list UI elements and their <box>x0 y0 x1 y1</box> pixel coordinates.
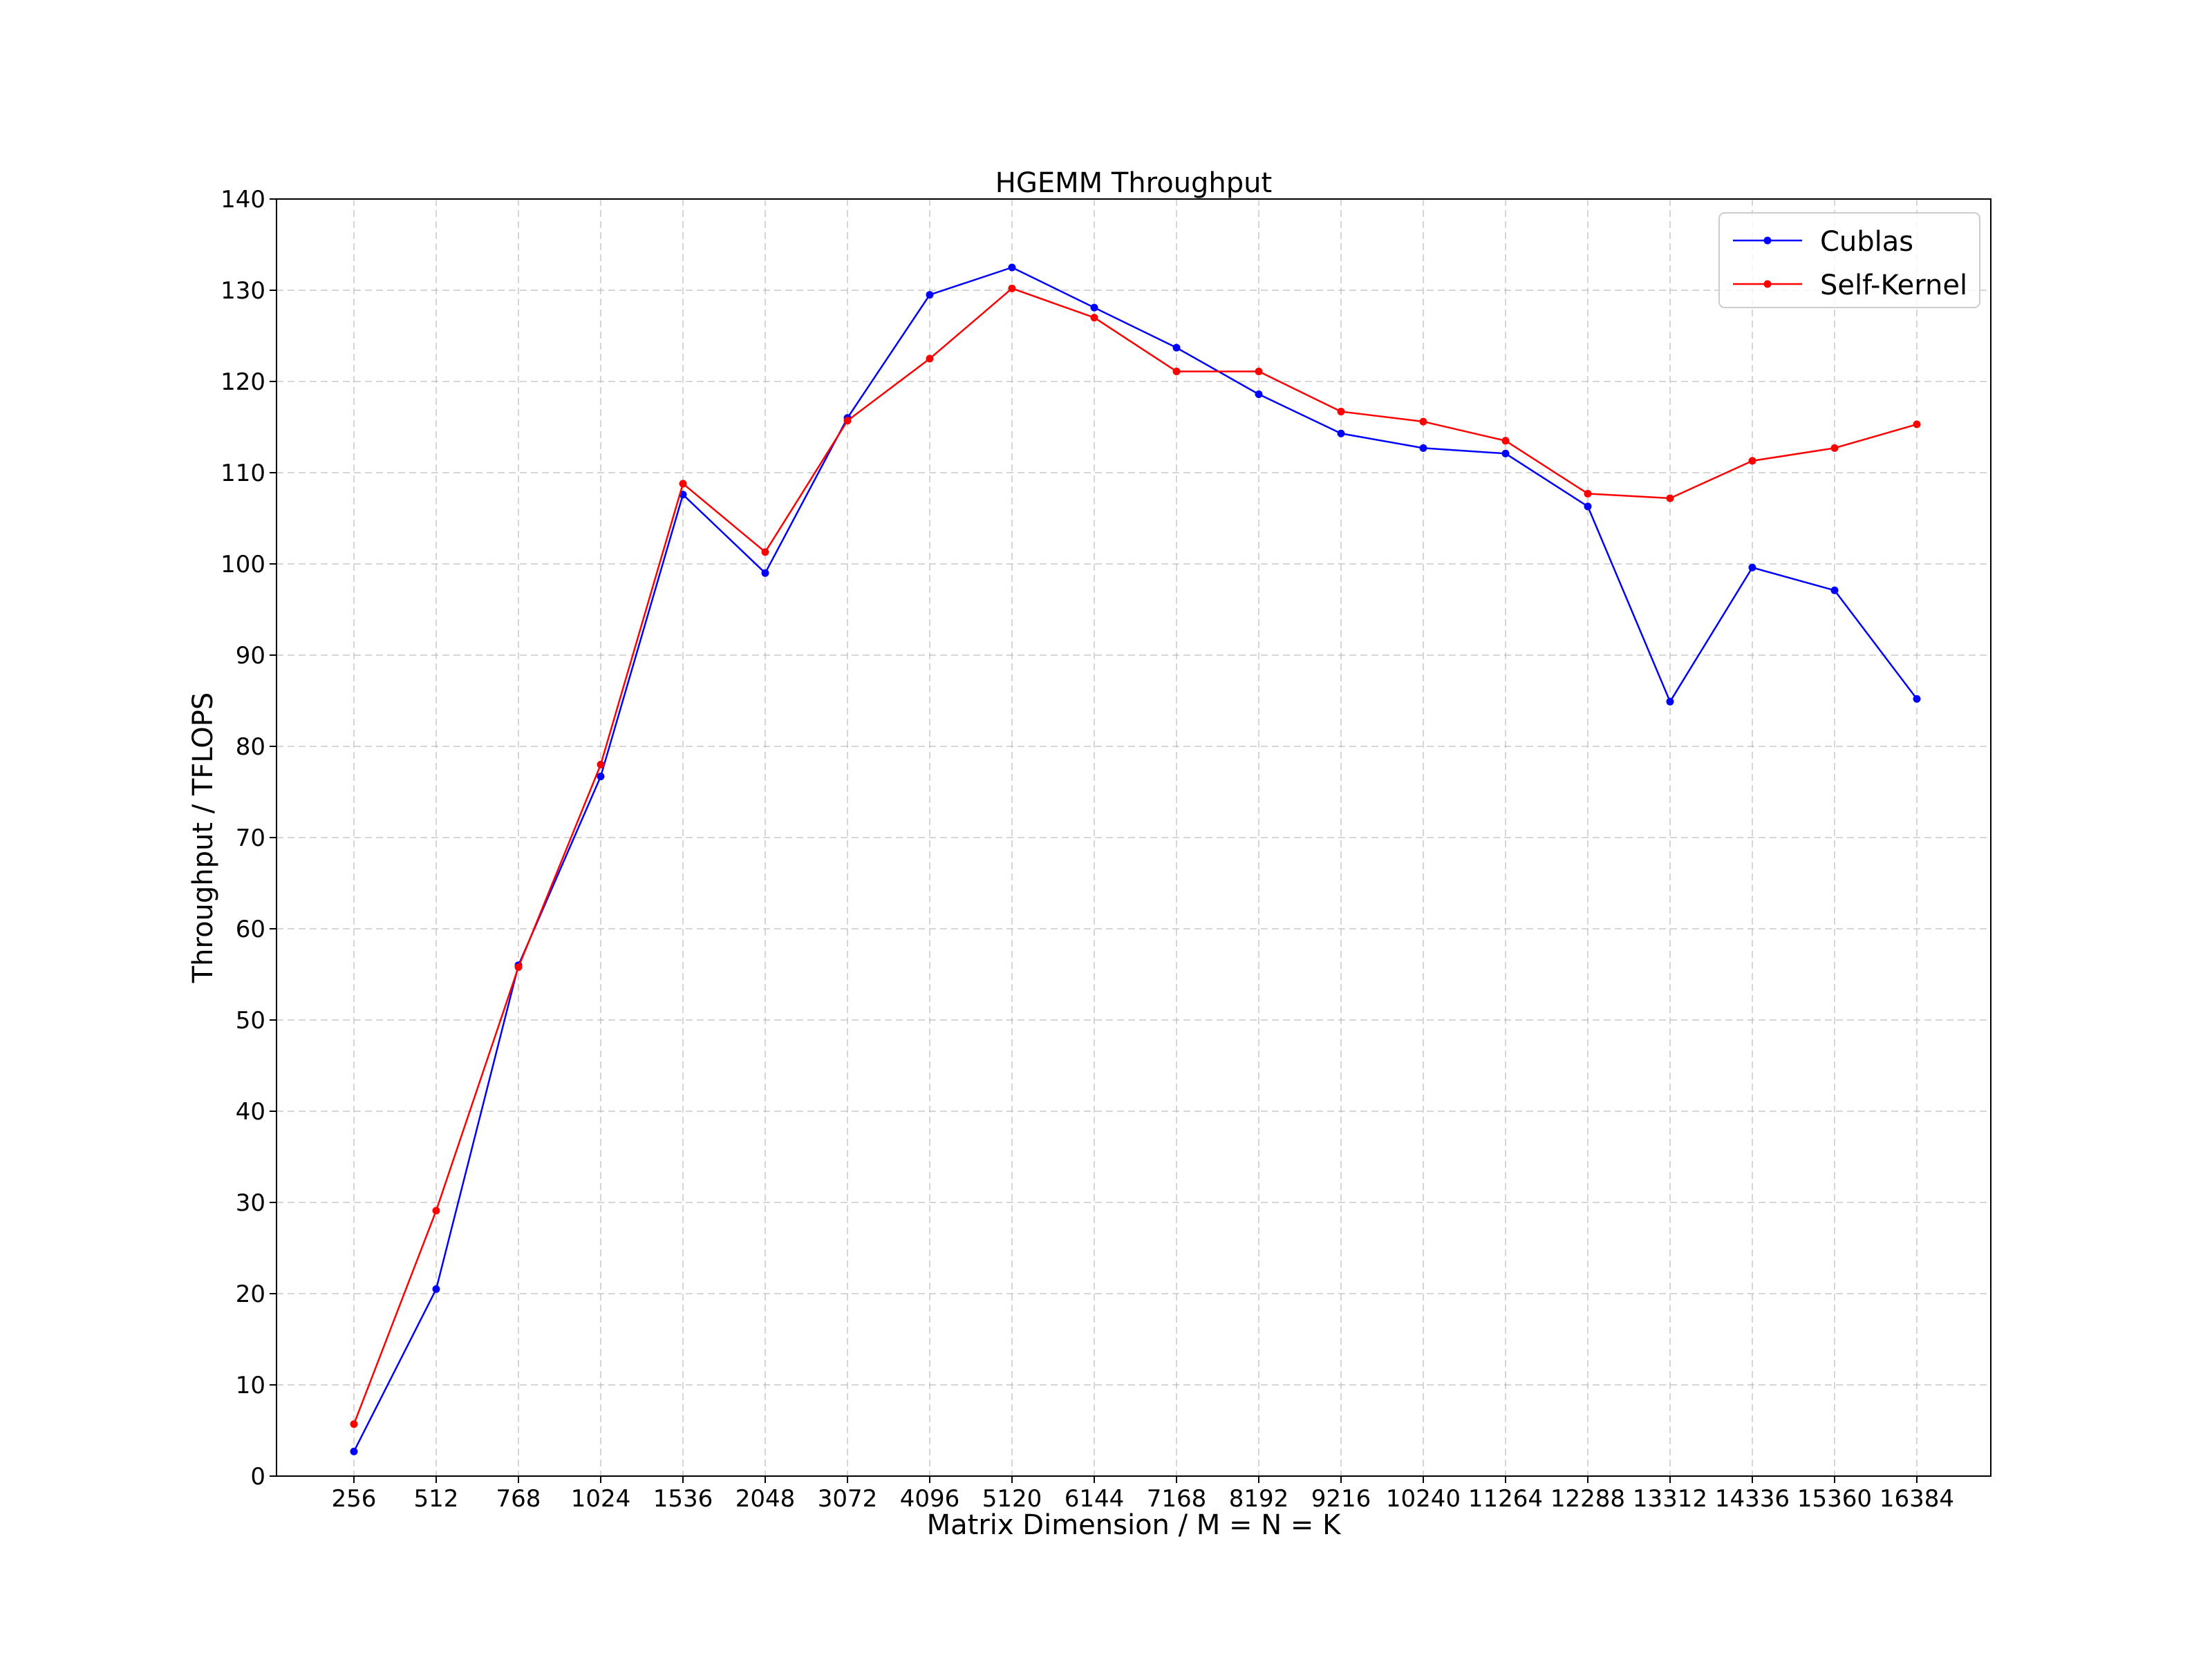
x-tick-label: 12288 <box>1550 1485 1625 1513</box>
y-axis-label: Throughput / TFLOPS <box>187 692 219 984</box>
series-line-self-kernel <box>353 287 1918 1425</box>
x-tick-label: 16384 <box>1880 1485 1954 1513</box>
x-tick-label: 14336 <box>1715 1485 1790 1513</box>
data-point-cublas <box>1501 449 1510 457</box>
x-tick-label: 8192 <box>1229 1485 1289 1513</box>
x-tick-label: 1024 <box>571 1485 631 1513</box>
data-point-cublas <box>1748 563 1756 572</box>
data-point-self-kernel <box>1830 444 1839 452</box>
data-point-self-kernel <box>1255 367 1263 375</box>
data-point-cublas <box>1913 695 1921 703</box>
y-tick-label: 100 <box>221 551 265 578</box>
y-tick-label: 60 <box>236 916 265 943</box>
x-tick-label: 1536 <box>653 1485 713 1513</box>
y-tick-label: 140 <box>221 186 265 214</box>
data-point-cublas <box>1419 444 1427 452</box>
series-line-cublas <box>353 266 1918 1452</box>
y-tick-label: 40 <box>236 1098 265 1126</box>
series-self-kernel <box>350 284 1921 1428</box>
legend: Cublas Self-Kernel <box>1718 212 1980 308</box>
legend-label-cublas: Cublas <box>1820 226 1913 258</box>
chart-title: HGEMM Throughput <box>995 167 1272 199</box>
data-point-cublas <box>1172 343 1181 352</box>
data-point-self-kernel <box>679 480 687 488</box>
data-point-self-kernel <box>1913 420 1921 428</box>
x-tick-label: 4096 <box>900 1485 960 1513</box>
data-point-self-kernel <box>1584 489 1592 498</box>
data-point-self-kernel <box>514 963 523 971</box>
y-tick-label: 80 <box>236 733 265 761</box>
legend-items: Cublas Self-Kernel <box>1733 226 1967 301</box>
data-point-self-kernel <box>1337 408 1345 416</box>
x-tick-label: 768 <box>496 1485 541 1513</box>
data-point-self-kernel <box>1008 284 1016 292</box>
data-point-self-kernel <box>432 1207 440 1215</box>
axis-ticks: 256 512 768 1024 1536 2048 3072 4096 5120 6144 716… <box>221 186 1954 1513</box>
x-tick-label: 10240 <box>1386 1485 1461 1513</box>
data-point-cublas <box>761 569 769 577</box>
x-tick-label: 6144 <box>1065 1485 1125 1513</box>
x-axis-label: Matrix Dimension / M = N = K <box>927 1509 1342 1541</box>
data-point-self-kernel <box>1419 417 1427 426</box>
data-point-cublas <box>1584 502 1592 511</box>
data-point-cublas <box>1090 303 1098 312</box>
y-tick-label: 50 <box>236 1007 265 1035</box>
series-layer <box>350 263 1921 1455</box>
x-tick-label: 15360 <box>1797 1485 1872 1513</box>
x-tick-label: 9216 <box>1311 1485 1371 1513</box>
data-point-self-kernel <box>761 548 769 556</box>
data-point-cublas <box>1008 263 1016 272</box>
data-point-cublas <box>350 1447 358 1455</box>
x-tick-label: 3072 <box>818 1485 878 1513</box>
data-point-cublas <box>1666 697 1674 706</box>
legend-item-self-kernel: Self-Kernel <box>1733 270 1967 301</box>
data-point-cublas <box>1830 586 1839 594</box>
data-point-self-kernel <box>926 355 934 363</box>
y-tick-label: 0 <box>250 1463 265 1491</box>
data-point-self-kernel <box>843 417 852 425</box>
legend-marker-self-kernel <box>1763 280 1772 288</box>
x-tick-label: 2048 <box>735 1485 796 1513</box>
y-tick-label: 120 <box>221 368 265 396</box>
data-point-self-kernel <box>350 1420 358 1428</box>
data-point-self-kernel <box>1090 314 1098 322</box>
x-tick-label: 11264 <box>1468 1485 1543 1513</box>
x-tick-label: 5120 <box>982 1485 1042 1513</box>
x-tick-label: 512 <box>414 1485 459 1513</box>
data-point-self-kernel <box>1501 437 1510 445</box>
data-point-self-kernel <box>1172 367 1181 375</box>
y-tick-label: 110 <box>221 460 265 487</box>
y-tick-label: 90 <box>236 642 265 670</box>
data-point-cublas <box>1337 429 1345 437</box>
data-point-self-kernel <box>1748 457 1756 465</box>
x-tick-label: 7168 <box>1147 1485 1207 1513</box>
data-point-cublas <box>1255 390 1263 398</box>
y-tick-label: 10 <box>236 1372 265 1399</box>
legend-item-cublas: Cublas <box>1733 226 1913 258</box>
y-tick-label: 30 <box>236 1189 265 1217</box>
data-point-self-kernel <box>597 760 605 768</box>
legend-label-self-kernel: Self-Kernel <box>1820 270 1967 301</box>
x-tick-label: 256 <box>332 1485 377 1513</box>
y-tick-label: 70 <box>236 824 265 852</box>
data-point-cublas <box>926 291 934 299</box>
y-tick-label: 130 <box>221 277 265 305</box>
series-cublas <box>350 263 1921 1455</box>
legend-marker-cublas <box>1763 236 1772 245</box>
y-tick-label: 20 <box>236 1281 265 1308</box>
data-point-cublas <box>597 773 605 781</box>
x-tick-label: 13312 <box>1633 1485 1707 1513</box>
data-point-cublas <box>432 1285 440 1293</box>
data-point-self-kernel <box>1666 494 1674 502</box>
